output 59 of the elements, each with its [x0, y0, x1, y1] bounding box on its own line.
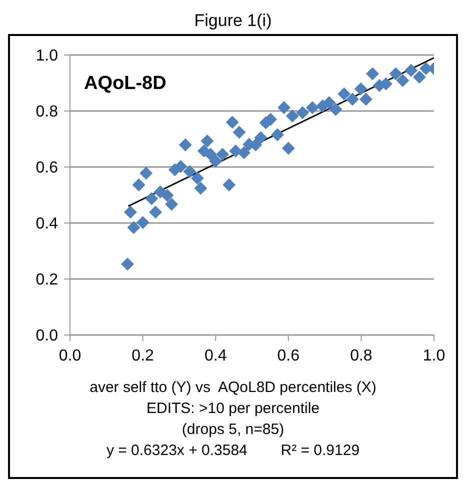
- point: [194, 182, 208, 195]
- point: [216, 148, 230, 161]
- point: [354, 82, 368, 96]
- point: [165, 198, 178, 211]
- point: [136, 216, 150, 229]
- x-tick-label: 0.4: [204, 347, 227, 364]
- text: (drops 5, n=85): [180, 420, 286, 440]
- point: [160, 188, 174, 202]
- point: [149, 206, 162, 219]
- point: [237, 146, 250, 160]
- y-tick-label: 0.8: [36, 104, 58, 121]
- point: [329, 102, 342, 116]
- point: [278, 101, 291, 114]
- point: [254, 131, 268, 144]
- point: [209, 154, 222, 168]
- text: EDITS: >10 per percentile: [145, 399, 320, 419]
- y-tick-label: 0.4: [36, 216, 58, 233]
- point: [282, 142, 295, 155]
- text: y = 0.6323x + 0.3584 R² = 0.9129: [105, 441, 361, 461]
- point: [200, 134, 214, 148]
- point: [389, 67, 402, 80]
- point: [121, 258, 134, 271]
- point: [183, 164, 196, 178]
- x-tick-label: 1.0: [422, 347, 446, 364]
- x-tick-label: 0.2: [132, 347, 154, 364]
- y-tick-label: 0.0: [36, 328, 58, 345]
- point: [346, 92, 359, 106]
- y-tick-label: 0.2: [36, 272, 58, 289]
- point: [396, 74, 410, 87]
- point: [322, 96, 336, 110]
- point: [366, 67, 379, 80]
- x-tick-label: 0.6: [277, 347, 300, 364]
- chart-title: Figure 1(i): [193, 10, 273, 32]
- point: [222, 178, 236, 192]
- point: [296, 106, 310, 120]
- point: [178, 138, 192, 152]
- annotation: AQoL-8D: [84, 73, 166, 95]
- y-tick-label: 1.0: [36, 48, 58, 65]
- point: [359, 92, 372, 106]
- point: [190, 172, 204, 185]
- point: [404, 64, 418, 77]
- point: [286, 110, 299, 123]
- point: [145, 192, 158, 206]
- point: [338, 87, 351, 100]
- point: [226, 116, 239, 129]
- x-tick-label: 0.0: [58, 347, 82, 364]
- point: [412, 70, 426, 84]
- y-tick-label: 0.6: [36, 160, 58, 177]
- point: [204, 148, 218, 161]
- point: [232, 126, 246, 139]
- x-tick-label: 0.8: [350, 347, 372, 364]
- text: aver self tto (Y) vs AQoL8D percentiles (X): [88, 378, 378, 398]
- point: [140, 166, 153, 180]
- point: [306, 101, 319, 114]
- point: [132, 178, 146, 192]
- point: [127, 220, 140, 234]
- point: [270, 128, 284, 142]
- point: [174, 160, 188, 173]
- point: [124, 206, 137, 219]
